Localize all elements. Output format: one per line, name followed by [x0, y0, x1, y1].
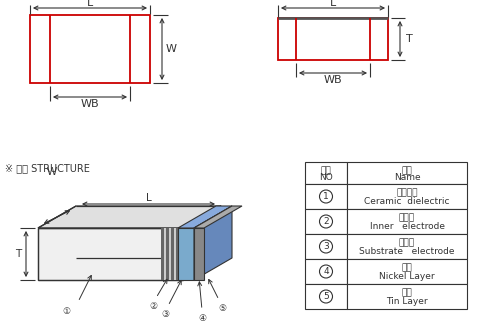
- Bar: [30, 15, 150, 83]
- Text: 锡层: 锡层: [402, 288, 412, 297]
- Text: WB: WB: [80, 99, 100, 109]
- Text: 陶瓷介质: 陶瓷介质: [396, 188, 418, 197]
- Bar: [305, 209, 347, 234]
- Polygon shape: [174, 228, 176, 280]
- Polygon shape: [183, 206, 221, 280]
- Polygon shape: [176, 228, 178, 280]
- Text: 3: 3: [323, 242, 329, 251]
- Text: WB: WB: [324, 75, 342, 85]
- Polygon shape: [178, 206, 232, 228]
- Text: 5: 5: [323, 292, 329, 301]
- Polygon shape: [171, 228, 173, 280]
- Text: L: L: [146, 193, 152, 203]
- Bar: [347, 162, 467, 184]
- Bar: [305, 162, 347, 184]
- Text: W: W: [47, 167, 57, 177]
- Text: ①: ①: [62, 307, 70, 316]
- Text: 2: 2: [323, 217, 329, 226]
- Text: 1: 1: [323, 192, 329, 201]
- Text: Name: Name: [394, 173, 420, 182]
- Bar: [347, 284, 467, 309]
- Text: NO: NO: [319, 173, 333, 182]
- Text: W: W: [166, 44, 176, 54]
- Text: L: L: [330, 0, 336, 8]
- Text: ⑤: ⑤: [218, 304, 226, 313]
- Polygon shape: [166, 228, 168, 280]
- Polygon shape: [161, 228, 164, 280]
- Text: 4: 4: [323, 267, 329, 276]
- Text: T: T: [15, 249, 21, 259]
- Text: 名称: 名称: [402, 167, 412, 176]
- Bar: [347, 209, 467, 234]
- Text: Nickel Layer: Nickel Layer: [379, 272, 435, 281]
- Text: L: L: [87, 0, 93, 8]
- Text: T: T: [406, 34, 412, 44]
- Text: ③: ③: [161, 310, 169, 319]
- Text: 外电极: 外电极: [399, 238, 415, 247]
- Text: ④: ④: [198, 314, 206, 323]
- Text: Ceramic  dielectric: Ceramic dielectric: [364, 197, 450, 206]
- Bar: [347, 234, 467, 259]
- Polygon shape: [38, 228, 183, 280]
- Polygon shape: [194, 206, 232, 280]
- Bar: [305, 284, 347, 309]
- Text: ②: ②: [149, 302, 157, 311]
- Text: 内电极: 内电极: [399, 213, 415, 222]
- Bar: [347, 184, 467, 209]
- Bar: [305, 184, 347, 209]
- Polygon shape: [194, 228, 204, 280]
- Bar: [347, 259, 467, 284]
- Text: 镍层: 镍层: [402, 263, 412, 272]
- Bar: [278, 18, 388, 60]
- Bar: [305, 259, 347, 284]
- Polygon shape: [168, 228, 171, 280]
- Bar: [305, 234, 347, 259]
- Polygon shape: [178, 228, 194, 280]
- Text: Inner   electrode: Inner electrode: [370, 222, 444, 231]
- Text: ※ 结构 STRUCTURE: ※ 结构 STRUCTURE: [5, 163, 90, 173]
- Text: Substrate   electrode: Substrate electrode: [359, 247, 455, 256]
- Text: 序号: 序号: [320, 167, 332, 176]
- Polygon shape: [194, 206, 242, 228]
- Text: Tin Layer: Tin Layer: [386, 297, 428, 306]
- Polygon shape: [164, 228, 166, 280]
- Polygon shape: [38, 206, 221, 228]
